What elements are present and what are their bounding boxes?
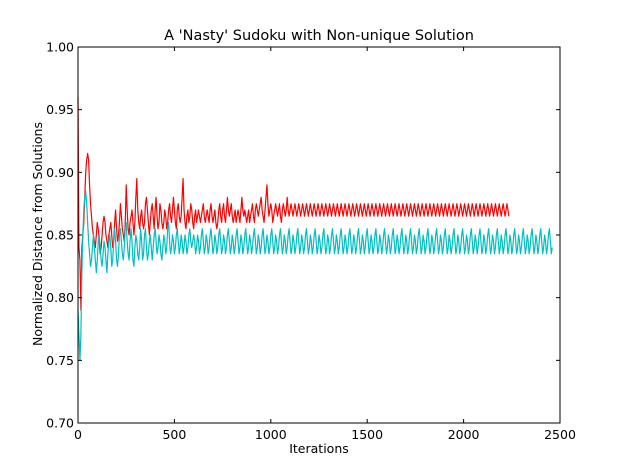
y-tick-label-2: 0.80 xyxy=(46,290,74,305)
x-tick-label-0: 0 xyxy=(74,427,82,442)
chart-title: A 'Nasty' Sudoku with Non-unique Solutio… xyxy=(164,28,474,44)
y-tick-label-0: 0.70 xyxy=(46,416,74,431)
ticks-layer: 0 500 1000 1500 2000 2500 0.70 0.75 0.80 0.85 0.90… xyxy=(46,40,576,443)
x-tick-label-1: 500 xyxy=(162,427,186,442)
y-tick-label-5: 0.95 xyxy=(46,102,74,117)
x-axis-label: Iterations xyxy=(289,441,349,456)
series-line-1 xyxy=(77,190,553,361)
x-tick-label-3: 1500 xyxy=(351,427,383,442)
y-tick-label-4: 0.90 xyxy=(46,165,74,180)
y-tick-label-1: 0.75 xyxy=(46,353,74,368)
y-tick-label-3: 0.85 xyxy=(46,228,74,243)
x-tick-label-2: 1000 xyxy=(255,427,287,442)
x-tick-label-4: 2000 xyxy=(448,427,480,442)
series-line-0 xyxy=(77,97,510,311)
y-tick-label-6: 1.00 xyxy=(46,40,74,55)
x-tick-label-5: 2500 xyxy=(544,427,576,442)
series-layer xyxy=(77,97,553,361)
y-axis-label: Normalized Distance from Solutions xyxy=(30,122,45,346)
